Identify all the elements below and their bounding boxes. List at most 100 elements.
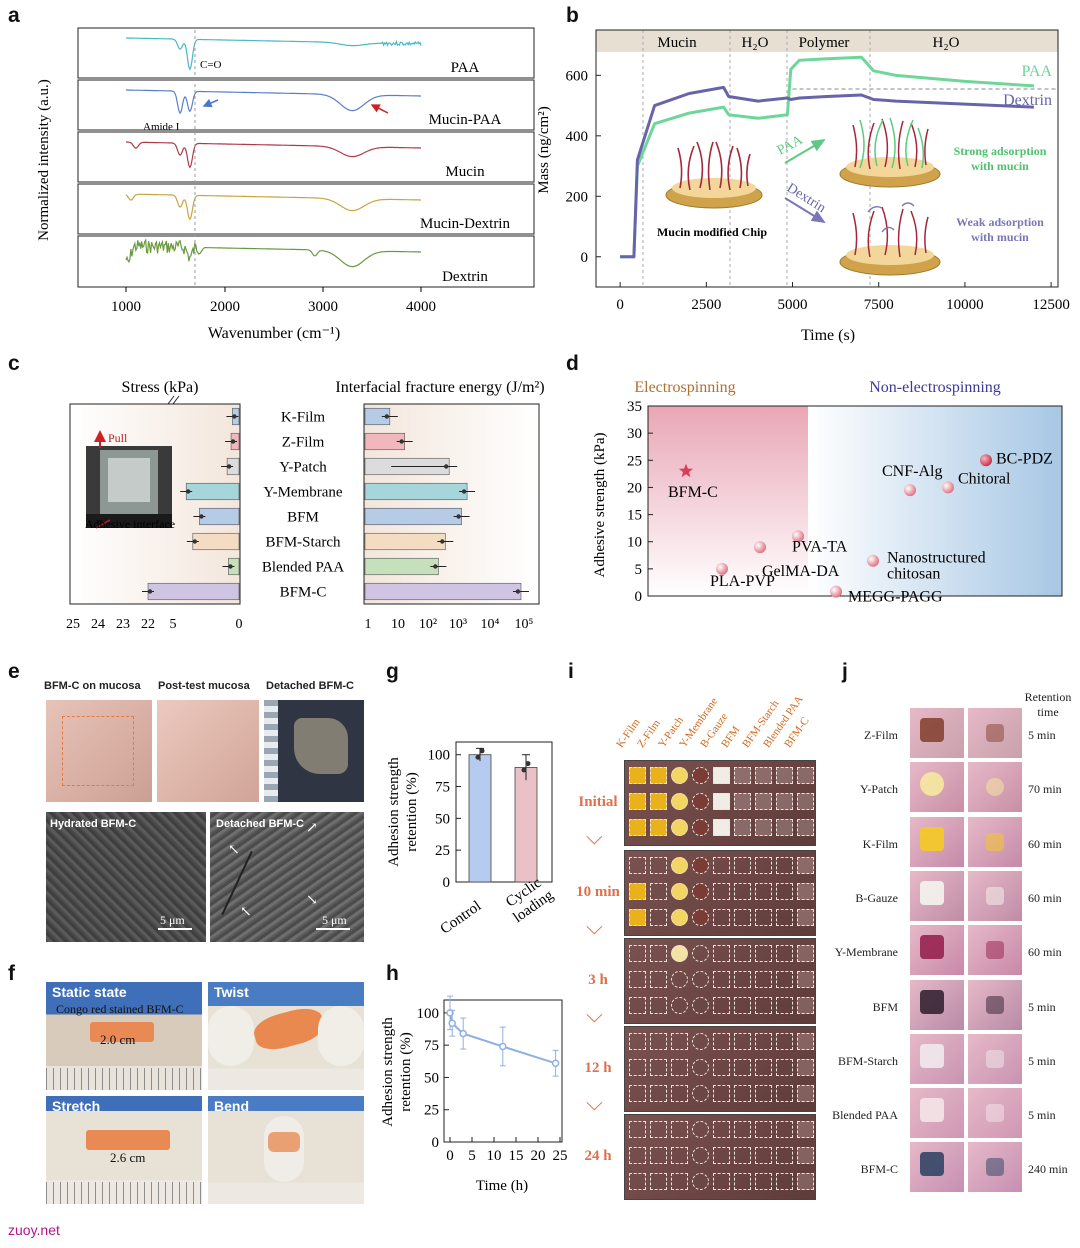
i-sample-spot	[797, 767, 814, 784]
i-sample-spot	[713, 1085, 730, 1102]
qcm-panel: Mucin H₂O Polymer H₂O 0 2500 5000 7500 10000…	[536, 29, 1070, 344]
j-oral-photo	[910, 1033, 964, 1084]
ftir-box	[77, 183, 535, 235]
i-sample-spot	[692, 767, 709, 784]
i-sample-spot	[713, 819, 730, 836]
i-sample-spot	[650, 971, 667, 988]
ftir-trace	[126, 89, 421, 115]
g-ytick: 0	[443, 875, 451, 891]
stress-point	[186, 489, 191, 494]
ftir-xtick: 4000	[406, 299, 436, 315]
ftir-trace-label: Dextrin	[442, 269, 488, 285]
i-sample-spot	[755, 883, 772, 900]
e-label-top-2: Post-test mucosa	[158, 680, 250, 692]
watermark: zuoy.net	[8, 1222, 60, 1238]
i-sample-spot	[734, 857, 751, 874]
stress-ticks: 25 24 23 22 5 0	[66, 395, 243, 632]
i-sample-spot	[734, 971, 751, 988]
j-oral-photo	[910, 762, 964, 813]
inset-interface-label: Adhesive interface	[85, 517, 175, 531]
i-sample-spot	[734, 1059, 751, 1076]
photo-bfmc-on-mucosa	[46, 700, 152, 802]
j-row-label: Blended PAA	[832, 1108, 898, 1123]
energy-title: Interfacial fracture energy (J/m²)	[335, 379, 544, 396]
i-sample-spot	[734, 819, 751, 836]
i-sample-spot	[671, 1147, 688, 1164]
j-row-label: Y-Patch	[860, 782, 898, 797]
i-sample-spot	[755, 857, 772, 874]
ftir-ylabel: Normalized intensity (a.u.)	[36, 79, 52, 241]
g-point	[521, 767, 527, 773]
i-sample-spot	[713, 793, 730, 810]
i-sample-spot	[671, 883, 688, 900]
electrospinning-label: Electrospinning	[634, 379, 735, 396]
i-sample-spot	[692, 883, 709, 900]
photo-post-test-mucosa	[157, 700, 259, 802]
i-sample-spot	[692, 1033, 709, 1050]
i-sample-spot	[650, 767, 667, 784]
energy-point	[443, 464, 449, 469]
i-sample-spot	[692, 1173, 709, 1190]
i-sample-spot	[776, 883, 793, 900]
i-sample-spot	[797, 1173, 814, 1190]
qcm-xtick: 12500	[1032, 297, 1070, 313]
i-row-label: 3 h	[588, 972, 608, 988]
h-point	[448, 1019, 456, 1027]
i-sample-spot	[734, 1033, 751, 1050]
g-ytick: 75	[435, 780, 450, 796]
i-sample-spot	[713, 1173, 730, 1190]
i-chevron-icon: ⌵	[586, 1090, 603, 1115]
i-sample-spot	[734, 767, 751, 784]
stress-point	[192, 539, 197, 544]
qcm-xtick: 0	[616, 297, 624, 313]
i-tissue-photo	[624, 1114, 816, 1200]
i-sample-spot	[776, 1085, 793, 1102]
i-sample-spot	[755, 1085, 772, 1102]
qcm-phase-label: H₂O	[742, 35, 769, 51]
i-sample-spot	[734, 883, 751, 900]
i-sample-spot	[797, 909, 814, 926]
photo-twist	[208, 982, 364, 1090]
energy-bar	[364, 582, 522, 601]
stress-point	[228, 564, 233, 569]
i-row-label: Initial	[578, 794, 618, 810]
h-xtick: 15	[509, 1148, 524, 1164]
panel-label-a: a	[8, 4, 20, 27]
mucin-chip-illustration	[665, 141, 763, 209]
j-oral-photo	[968, 1142, 1022, 1193]
f-length-2: 2.6 cm	[110, 1150, 146, 1165]
i-sample-spot	[734, 945, 751, 962]
qcm-phase-label: Polymer	[799, 35, 850, 51]
ftir-panel: Normalized intensity (a.u.) PAA Mucin-PAA…	[36, 27, 535, 342]
i-sample-spot	[797, 857, 814, 874]
panel-label-g: g	[386, 660, 399, 683]
i-sample-spot	[713, 971, 730, 988]
i-sample-spot	[797, 1059, 814, 1076]
g-ylabel: Adhesion strength retention (%)	[386, 757, 420, 867]
i-tissue-photo	[624, 938, 816, 1024]
i-sample-spot	[713, 909, 730, 926]
i-sample-spot	[755, 793, 772, 810]
j-oral-photo	[910, 708, 964, 758]
i-sample-spot	[629, 1033, 646, 1050]
i-sample-spot	[692, 997, 709, 1014]
e-label-top-1: BFM-C on mucosa	[44, 680, 141, 692]
e-label-top-3: Detached BFM-C	[266, 680, 355, 692]
i-sample-spot	[713, 857, 730, 874]
j-retention-time: 5 min	[1028, 999, 1056, 1014]
qcm-lines: PAA Dextrin	[620, 55, 1058, 259]
i-sample-spot	[650, 1085, 667, 1102]
i-sample-spot	[629, 909, 646, 926]
photo-static-state	[46, 982, 202, 1090]
i-sample-spot	[629, 1085, 646, 1102]
j-retention-time: 70 min	[1028, 782, 1062, 797]
g-point	[479, 748, 485, 754]
bar-category-label: BFM	[287, 510, 319, 526]
panel-label-d: d	[566, 352, 579, 375]
i-sample-spot	[797, 997, 814, 1014]
h-ytick: 50	[424, 1070, 439, 1086]
j-oral-photo	[968, 979, 1022, 1030]
j-oral-photo	[968, 1033, 1022, 1084]
